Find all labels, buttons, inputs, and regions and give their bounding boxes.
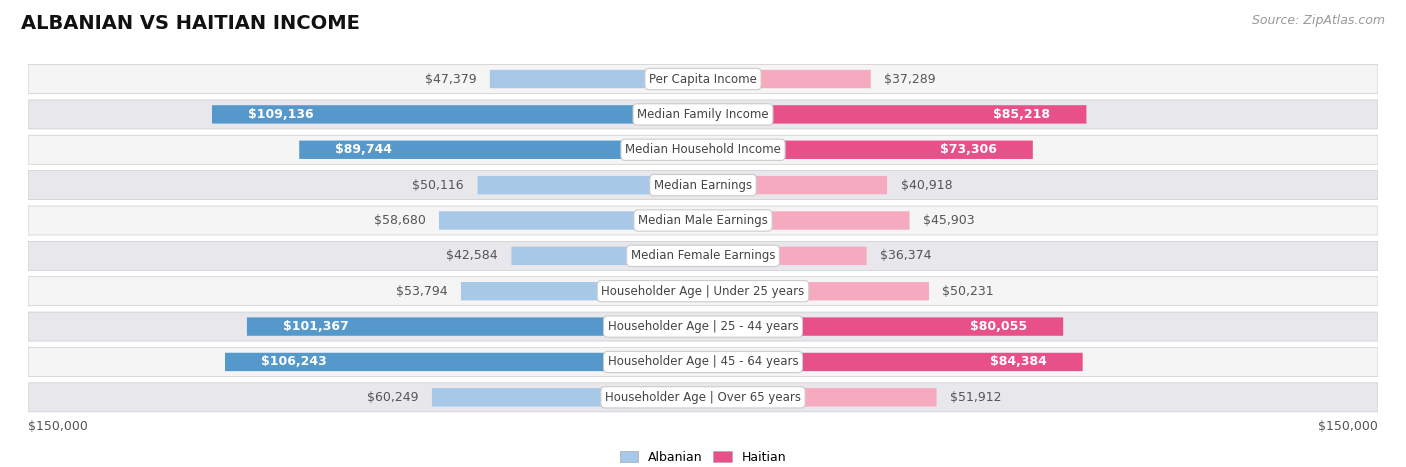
FancyBboxPatch shape [703, 70, 870, 88]
FancyBboxPatch shape [299, 141, 703, 159]
FancyBboxPatch shape [478, 176, 703, 194]
Text: $106,243: $106,243 [262, 355, 326, 368]
Text: $36,374: $36,374 [880, 249, 932, 262]
FancyBboxPatch shape [439, 211, 703, 230]
FancyBboxPatch shape [703, 318, 1063, 336]
Text: $58,680: $58,680 [374, 214, 426, 227]
Text: Median Female Earnings: Median Female Earnings [631, 249, 775, 262]
FancyBboxPatch shape [703, 353, 1083, 371]
FancyBboxPatch shape [703, 176, 887, 194]
Text: Householder Age | Over 65 years: Householder Age | Over 65 years [605, 391, 801, 404]
Text: $40,918: $40,918 [901, 178, 952, 191]
Text: $42,584: $42,584 [446, 249, 498, 262]
FancyBboxPatch shape [28, 241, 1378, 270]
FancyBboxPatch shape [28, 277, 1378, 306]
FancyBboxPatch shape [212, 105, 703, 124]
FancyBboxPatch shape [28, 135, 1378, 164]
Text: Per Capita Income: Per Capita Income [650, 72, 756, 85]
Text: $47,379: $47,379 [425, 72, 477, 85]
FancyBboxPatch shape [28, 312, 1378, 341]
FancyBboxPatch shape [703, 388, 936, 406]
FancyBboxPatch shape [461, 282, 703, 300]
Text: $85,218: $85,218 [994, 108, 1050, 121]
Text: $150,000: $150,000 [1317, 420, 1378, 433]
FancyBboxPatch shape [28, 383, 1378, 412]
Legend: Albanian, Haitian: Albanian, Haitian [614, 446, 792, 467]
FancyBboxPatch shape [225, 353, 703, 371]
FancyBboxPatch shape [703, 211, 910, 230]
FancyBboxPatch shape [28, 206, 1378, 235]
Text: $50,116: $50,116 [412, 178, 464, 191]
FancyBboxPatch shape [432, 388, 703, 406]
Text: Median Household Income: Median Household Income [626, 143, 780, 156]
FancyBboxPatch shape [28, 170, 1378, 199]
FancyBboxPatch shape [703, 282, 929, 300]
Text: $50,231: $50,231 [942, 285, 994, 298]
Text: $150,000: $150,000 [28, 420, 89, 433]
Text: Median Family Income: Median Family Income [637, 108, 769, 121]
FancyBboxPatch shape [247, 318, 703, 336]
Text: Source: ZipAtlas.com: Source: ZipAtlas.com [1251, 14, 1385, 27]
FancyBboxPatch shape [703, 105, 1087, 124]
FancyBboxPatch shape [28, 100, 1378, 129]
Text: $101,367: $101,367 [283, 320, 349, 333]
Text: Householder Age | Under 25 years: Householder Age | Under 25 years [602, 285, 804, 298]
Text: ALBANIAN VS HAITIAN INCOME: ALBANIAN VS HAITIAN INCOME [21, 14, 360, 33]
Text: $60,249: $60,249 [367, 391, 419, 404]
FancyBboxPatch shape [28, 347, 1378, 376]
Text: Median Earnings: Median Earnings [654, 178, 752, 191]
Text: $51,912: $51,912 [950, 391, 1001, 404]
FancyBboxPatch shape [703, 141, 1033, 159]
Text: $80,055: $80,055 [970, 320, 1028, 333]
Text: $73,306: $73,306 [941, 143, 997, 156]
Text: $45,903: $45,903 [922, 214, 974, 227]
Text: $37,289: $37,289 [884, 72, 936, 85]
Text: Householder Age | 45 - 64 years: Householder Age | 45 - 64 years [607, 355, 799, 368]
FancyBboxPatch shape [489, 70, 703, 88]
Text: $109,136: $109,136 [247, 108, 314, 121]
FancyBboxPatch shape [28, 64, 1378, 93]
Text: Median Male Earnings: Median Male Earnings [638, 214, 768, 227]
FancyBboxPatch shape [512, 247, 703, 265]
Text: $89,744: $89,744 [335, 143, 392, 156]
FancyBboxPatch shape [703, 247, 866, 265]
Text: $84,384: $84,384 [990, 355, 1046, 368]
Text: $53,794: $53,794 [396, 285, 447, 298]
Text: Householder Age | 25 - 44 years: Householder Age | 25 - 44 years [607, 320, 799, 333]
